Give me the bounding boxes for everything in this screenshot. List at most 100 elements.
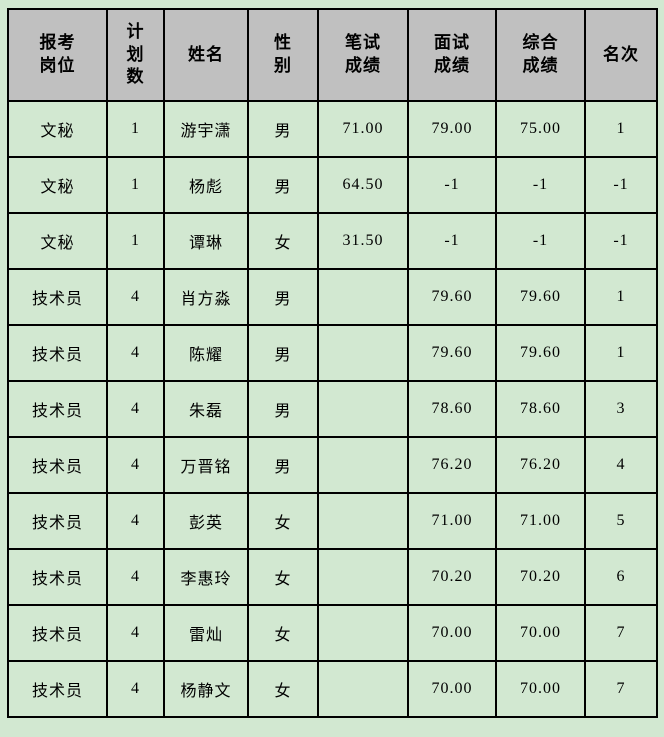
table-cell: 3	[584, 380, 658, 438]
table-cell: 男	[247, 324, 319, 382]
table-cell	[317, 548, 409, 606]
table-cell: 4	[106, 436, 165, 494]
table-cell: 女	[247, 604, 319, 662]
header-cell: 计 划 数	[106, 8, 165, 102]
table-cell: -1	[407, 156, 497, 214]
table-header: 报考 岗位计 划 数姓名性 别笔试 成绩 面试 成绩 综合 成绩 名次	[7, 8, 658, 102]
table-cell: 1	[584, 324, 658, 382]
table-cell: 杨彪	[163, 156, 249, 214]
table-cell	[317, 660, 409, 718]
table-cell: 男	[247, 156, 319, 214]
table-cell: 75.00	[495, 100, 586, 158]
table-cell: -1	[584, 156, 658, 214]
table-cell	[317, 380, 409, 438]
table-cell	[317, 492, 409, 550]
table-cell: 71.00	[317, 100, 409, 158]
table-cell: 杨静文	[163, 660, 249, 718]
table-cell: 男	[247, 100, 319, 158]
table-cell: 1	[584, 100, 658, 158]
table-cell: 技术员	[7, 548, 108, 606]
table-cell: 文秘	[7, 212, 108, 270]
table-cell: 肖方淼	[163, 268, 249, 326]
table-cell: 4	[106, 492, 165, 550]
table-cell: 万晋铭	[163, 436, 249, 494]
table-cell: 游宇潇	[163, 100, 249, 158]
table-cell: 技术员	[7, 268, 108, 326]
table-row: 技术员 4 陈耀男 79.60 79.60 1	[7, 324, 658, 382]
table-cell: 陈耀	[163, 324, 249, 382]
table-cell: 1	[106, 212, 165, 270]
table-cell: 谭琳	[163, 212, 249, 270]
table-cell: 女	[247, 660, 319, 718]
table-cell: 4	[106, 324, 165, 382]
table-cell	[317, 324, 409, 382]
table-cell: 5	[584, 492, 658, 550]
table-cell: 技术员	[7, 324, 108, 382]
table-cell: 7	[584, 604, 658, 662]
table-row: 技术员 4 李惠玲女 70.20 70.20 6	[7, 548, 658, 606]
header-cell: 姓名	[163, 8, 249, 102]
table-row: 文秘 1 杨彪男 64.50 -1 -1 -1	[7, 156, 658, 214]
table-row: 技术员 4 彭英女 71.00 71.00 5	[7, 492, 658, 550]
table-row: 技术员 4 万晋铭男 76.20 76.20 4	[7, 436, 658, 494]
table-row: 文秘 1 游宇潇男 71.00 79.00 75.00 1	[7, 100, 658, 158]
header-cell: 性 别	[247, 8, 319, 102]
table-cell: -1	[584, 212, 658, 270]
table-cell: 彭英	[163, 492, 249, 550]
table-cell: 70.00	[495, 604, 586, 662]
table-cell: 31.50	[317, 212, 409, 270]
table-cell: 79.60	[407, 324, 497, 382]
table-cell: 技术员	[7, 660, 108, 718]
table-cell: 女	[247, 212, 319, 270]
table-cell: 技术员	[7, 492, 108, 550]
header-cell: 面试 成绩	[407, 8, 497, 102]
table-cell: 6	[584, 548, 658, 606]
table-cell: 朱磊	[163, 380, 249, 438]
header-row: 报考 岗位计 划 数姓名性 别笔试 成绩 面试 成绩 综合 成绩 名次	[7, 8, 658, 102]
table-cell: 1	[584, 268, 658, 326]
table-cell: 文秘	[7, 100, 108, 158]
table-cell: 1	[106, 156, 165, 214]
table-cell: 70.00	[495, 660, 586, 718]
table-cell: -1	[495, 212, 586, 270]
exam-results-table: 报考 岗位计 划 数姓名性 别笔试 成绩 面试 成绩 综合 成绩 名次 文秘 1 游宇潇男…	[7, 8, 658, 718]
table-cell: -1	[407, 212, 497, 270]
table-cell: 76.20	[495, 436, 586, 494]
table-row: 技术员 4 杨静文女 70.00 70.00 7	[7, 660, 658, 718]
table-cell: 技术员	[7, 380, 108, 438]
table-cell: 71.00	[407, 492, 497, 550]
table-cell: 4	[584, 436, 658, 494]
header-cell: 笔试 成绩	[317, 8, 409, 102]
table-cell: 70.20	[407, 548, 497, 606]
table-cell: 男	[247, 380, 319, 438]
table-cell: 4	[106, 660, 165, 718]
table-cell: 女	[247, 492, 319, 550]
table-cell: 女	[247, 548, 319, 606]
table-body: 文秘 1 游宇潇男 71.00 79.00 75.00 1 文秘 1 杨彪男 64.50 -1 -1 -1…	[7, 100, 658, 718]
table-cell: 70.20	[495, 548, 586, 606]
table-row: 技术员 4 肖方淼男 79.60 79.60 1	[7, 268, 658, 326]
table-row: 技术员 4 雷灿女 70.00 70.00 7	[7, 604, 658, 662]
header-cell: 名次	[584, 8, 658, 102]
table-cell: 4	[106, 380, 165, 438]
table-cell: 雷灿	[163, 604, 249, 662]
table-cell	[317, 268, 409, 326]
header-cell: 综合 成绩	[495, 8, 586, 102]
table-cell: 技术员	[7, 604, 108, 662]
table-cell: 男	[247, 436, 319, 494]
table-cell: 李惠玲	[163, 548, 249, 606]
table-cell	[317, 604, 409, 662]
table-cell: 70.00	[407, 660, 497, 718]
table-cell: 79.60	[495, 268, 586, 326]
table-cell: 7	[584, 660, 658, 718]
table-cell: 71.00	[495, 492, 586, 550]
table-cell: 79.60	[495, 324, 586, 382]
table-row: 技术员 4 朱磊男 78.60 78.60 3	[7, 380, 658, 438]
table-row: 文秘 1 谭琳女 31.50 -1 -1 -1	[7, 212, 658, 270]
table-cell	[317, 436, 409, 494]
table-cell: 1	[106, 100, 165, 158]
table-cell: 4	[106, 604, 165, 662]
table-cell: 78.60	[407, 380, 497, 438]
table-cell: 79.60	[407, 268, 497, 326]
header-cell: 报考 岗位	[7, 8, 108, 102]
